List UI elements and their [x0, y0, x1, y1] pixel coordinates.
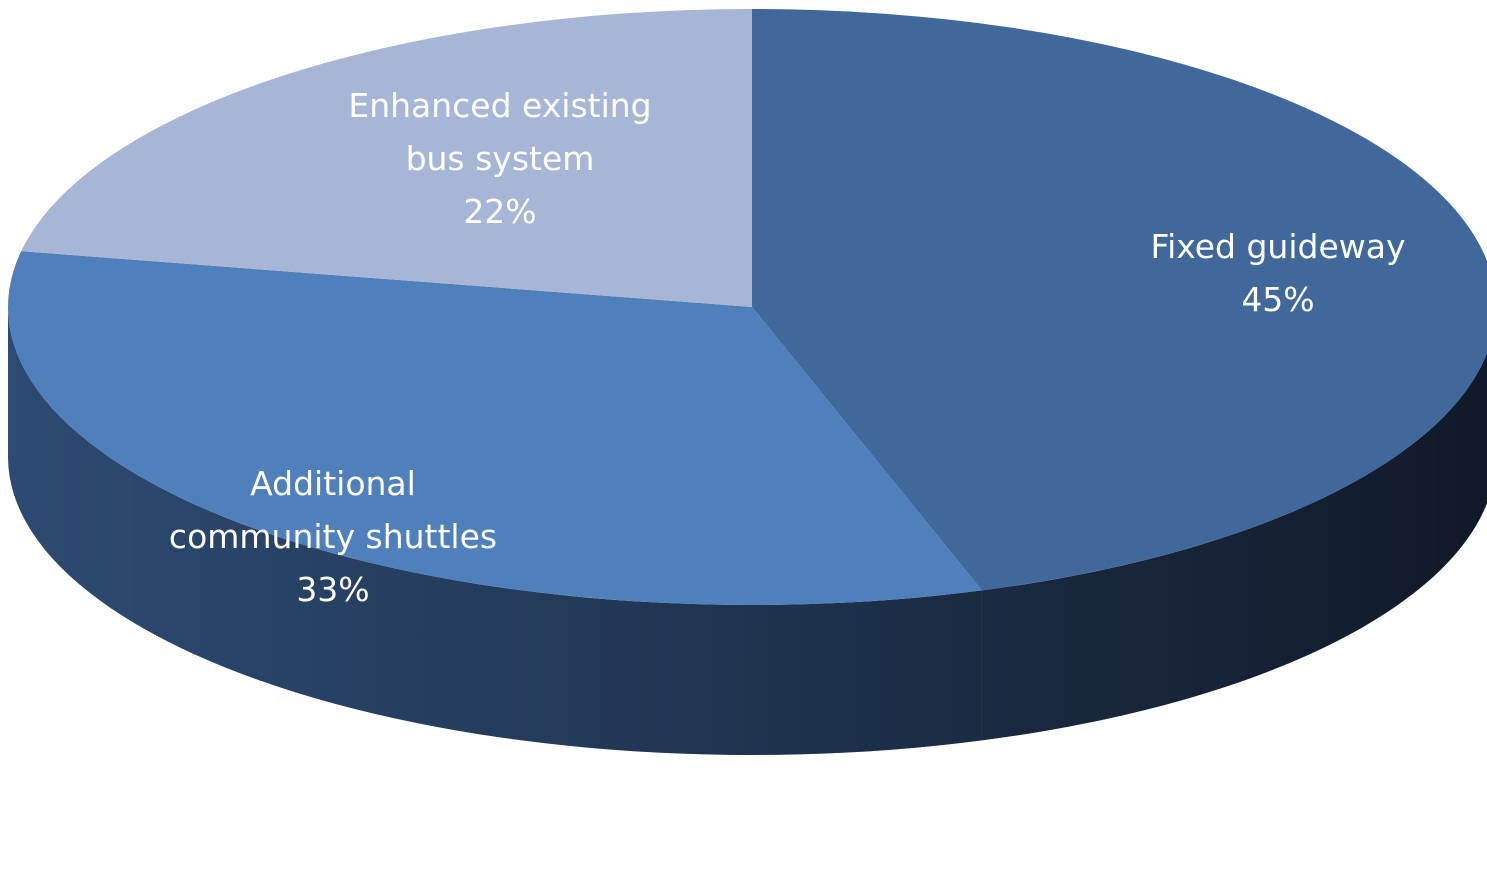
pie-labels: Fixed guideway 45% Additional community shu…	[169, 86, 1406, 609]
data-label-percent: 22%	[463, 192, 536, 231]
data-label-percent: 45%	[1241, 280, 1314, 319]
data-label-category-line: community shuttles	[169, 517, 497, 556]
pie-side-shade-0	[981, 353, 1487, 741]
data-label-category-line: bus system	[406, 139, 595, 178]
data-label-1: Additional community shuttles 33%	[169, 464, 497, 609]
pie-tops	[8, 9, 1487, 605]
pie-slice-1	[8, 251, 982, 605]
pie-sides	[8, 307, 1487, 755]
data-label-category-line: Enhanced existing	[348, 86, 651, 125]
pie-side-shade-1	[8, 307, 982, 755]
data-label-0: Fixed guideway 45%	[1150, 227, 1405, 319]
data-label-category-line: Fixed guideway	[1150, 227, 1405, 266]
data-label-2: Enhanced existing bus system 22%	[348, 86, 651, 231]
data-label-percent: 33%	[296, 570, 369, 609]
pie-slice-2	[21, 9, 753, 307]
data-label-category-line: Additional	[250, 464, 416, 503]
pie-slice-0	[752, 9, 1487, 591]
